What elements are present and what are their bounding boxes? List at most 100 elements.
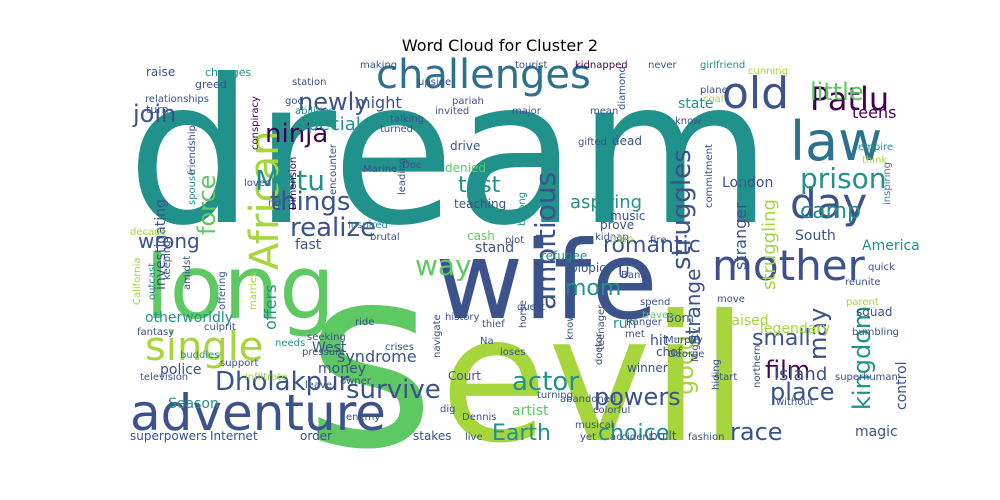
word-test: test	[458, 173, 501, 198]
word-america: America	[862, 238, 920, 254]
word-plane: plane	[700, 85, 728, 96]
word-doc: Doc	[402, 160, 421, 171]
word-reunite: reunite	[845, 277, 881, 288]
word-african: African	[242, 131, 288, 270]
word-seeking: seeking	[307, 332, 346, 343]
word-quest: quest	[517, 302, 545, 313]
word-horse: horse	[518, 300, 529, 328]
word-invited: invited	[435, 106, 469, 117]
word-girlfriend: girlfriend	[700, 60, 745, 71]
word-turning: turning	[537, 390, 573, 401]
word-teaching: teaching	[454, 197, 506, 211]
word-mighty: Mighty	[690, 328, 701, 362]
word-loved: loved	[244, 178, 271, 189]
word-born: Born	[666, 311, 694, 325]
word-struggling: struggling	[759, 199, 780, 290]
word-upside: upside	[418, 77, 451, 88]
chart-title: Word Cloud for Cluster 2	[401, 36, 599, 55]
word-california: California	[132, 258, 143, 306]
word-train: train	[610, 234, 633, 245]
word-island: island	[774, 364, 827, 385]
word-way: way	[415, 249, 472, 282]
word-music: music	[610, 209, 645, 223]
word-stand: stand	[475, 240, 514, 256]
word-strange: strange	[681, 269, 705, 345]
word-dholakpur: Dholakpur	[215, 367, 350, 397]
word-navigate: navigate	[432, 314, 443, 358]
word-buddies: buddies	[180, 350, 220, 361]
word-amidst: amidst	[182, 256, 193, 290]
word-west: West	[312, 340, 347, 356]
word-culprit: culprit	[204, 322, 236, 333]
word-old: old	[722, 68, 789, 119]
word-encounter: encounter	[328, 143, 339, 195]
word-raise: raise	[146, 65, 175, 79]
word-mother: mother	[712, 241, 866, 290]
word-drive: drive	[450, 139, 480, 153]
word-god: god	[285, 96, 304, 107]
word-beautiful: beautiful	[737, 141, 748, 185]
word-know: know	[675, 116, 701, 127]
word-earth: Earth	[492, 421, 551, 446]
word-ambitious: ambitious	[529, 172, 562, 310]
word-might: might	[355, 93, 402, 112]
word-colorful: colorful	[593, 405, 630, 416]
word-empire: empire	[858, 142, 893, 153]
word-inspiring: inspiring	[882, 162, 893, 205]
word-dimension: Dimension	[288, 157, 299, 210]
word-join: join	[132, 100, 176, 128]
word-fantasy: fantasy	[137, 327, 174, 338]
word-ride: ride	[355, 317, 374, 328]
word-aspiring: aspiring	[570, 192, 642, 213]
word-yet: yet	[580, 432, 596, 443]
word-mean: mean	[590, 106, 618, 117]
word-biopic: biopic	[570, 261, 606, 275]
word-otherworldly: otherworldly	[145, 310, 233, 326]
word-survive: survive	[346, 375, 441, 405]
word-pariah: pariah	[452, 96, 484, 107]
word-wrong: wrong	[138, 229, 200, 253]
word-teens: teens	[852, 103, 896, 122]
word-magic: magic	[855, 424, 898, 440]
word-raised: Raised	[722, 313, 769, 329]
word-state: state	[678, 96, 713, 112]
word-thief: thief	[482, 319, 505, 330]
word-station: station	[292, 77, 326, 88]
word-abilities: abilities	[295, 106, 334, 117]
word-travels: travels	[642, 310, 676, 321]
word-challenges: challenges	[376, 52, 591, 98]
word-outcast: outcast	[147, 263, 158, 300]
word-infiltrate: infiltrate	[245, 372, 287, 383]
word-realize: realize	[290, 213, 376, 243]
word-little: little	[810, 78, 864, 106]
word-spend: spend	[640, 297, 670, 308]
word-move: move	[717, 294, 745, 305]
word-newly: newly	[298, 88, 368, 116]
word-television: television	[140, 372, 188, 383]
word-fire: fire	[650, 235, 666, 246]
word-without: without	[776, 397, 814, 408]
word-winner: winner	[627, 361, 668, 375]
word-internet: Internet	[210, 429, 258, 443]
word-legendary: legendary	[760, 321, 830, 337]
word-money: money	[318, 361, 366, 377]
word-place: place	[770, 378, 835, 406]
word-dennis: Dennis	[462, 412, 497, 423]
word-leave: leave	[305, 380, 332, 391]
word-spouse: spouse	[187, 170, 198, 205]
word-bank: Bank	[621, 270, 646, 281]
word-dig: dig	[440, 404, 455, 415]
word-accident: accident	[610, 432, 653, 443]
word-hit: hit	[650, 333, 669, 349]
word-bumbling: bumbling	[852, 327, 899, 338]
word-kingdom: kingdom	[848, 306, 876, 410]
word-belong: belong	[517, 192, 528, 226]
word-race: race	[730, 418, 783, 446]
word-patlu: Patlu	[810, 80, 889, 118]
word-superhuman: superhuman	[835, 372, 898, 383]
word-dead: dead	[612, 134, 642, 148]
word-loses: loses	[500, 347, 525, 358]
word-london: London	[722, 175, 773, 191]
word-murphy: Murphy	[665, 335, 703, 346]
